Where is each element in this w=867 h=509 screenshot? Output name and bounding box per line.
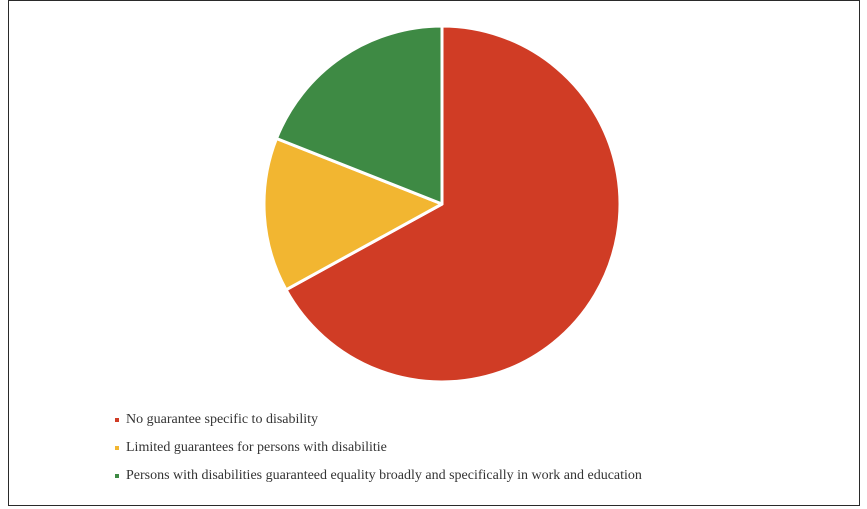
legend-item-limited-guarantees: Limited guarantees for persons with disa… <box>115 434 642 462</box>
chart-frame: No guarantee specific to disability Limi… <box>8 0 860 506</box>
legend-label-guaranteed-equality: Persons with disabilities guaranteed equ… <box>126 468 642 483</box>
legend-swatch-no-guarantee <box>115 418 119 422</box>
legend-label-limited-guarantees: Limited guarantees for persons with disa… <box>126 440 387 455</box>
legend-item-guaranteed-equality: Persons with disabilities guaranteed equ… <box>115 462 642 490</box>
pie-chart <box>262 24 622 384</box>
legend-swatch-limited-guarantees <box>115 446 119 450</box>
slice-limited-guarantees <box>262 136 444 292</box>
slice-no-guarantee <box>284 24 622 384</box>
legend: No guarantee specific to disability Limi… <box>115 406 642 490</box>
legend-item-no-guarantee: No guarantee specific to disability <box>115 406 642 434</box>
legend-label-no-guarantee: No guarantee specific to disability <box>126 412 319 427</box>
legend-swatch-guaranteed-equality <box>115 474 119 478</box>
slice-guaranteed-equality <box>275 24 444 206</box>
